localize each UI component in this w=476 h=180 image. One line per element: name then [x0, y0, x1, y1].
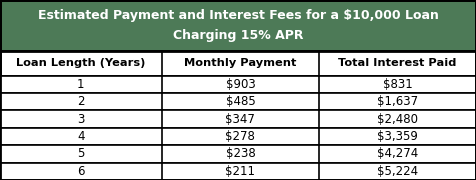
Text: $238: $238	[226, 147, 255, 160]
Text: $278: $278	[226, 130, 255, 143]
Text: $5,224: $5,224	[377, 165, 418, 178]
Text: $485: $485	[226, 95, 255, 108]
Text: $831: $831	[383, 78, 412, 91]
Bar	[0, 128, 476, 145]
Text: $347: $347	[226, 113, 255, 126]
Bar	[0, 51, 476, 76]
Text: Loan Length (Years): Loan Length (Years)	[16, 58, 146, 68]
Text: 3: 3	[77, 113, 85, 126]
Text: $1,637: $1,637	[377, 95, 418, 108]
Text: $4,274: $4,274	[377, 147, 418, 160]
Text: $2,480: $2,480	[377, 113, 418, 126]
Text: 4: 4	[77, 130, 85, 143]
Text: Charging 15% APR: Charging 15% APR	[173, 29, 303, 42]
Text: Monthly Payment: Monthly Payment	[184, 58, 297, 68]
Bar	[0, 145, 476, 163]
Text: Total Interest Paid: Total Interest Paid	[338, 58, 456, 68]
Text: 1: 1	[77, 78, 85, 91]
Bar	[0, 93, 476, 110]
Bar	[0, 76, 476, 93]
Text: $3,359: $3,359	[377, 130, 418, 143]
Text: 5: 5	[77, 147, 85, 160]
Text: Estimated Payment and Interest Fees for a $10,000 Loan: Estimated Payment and Interest Fees for …	[38, 9, 438, 22]
Bar	[0, 163, 476, 180]
Bar	[0, 110, 476, 128]
Text: $903: $903	[226, 78, 255, 91]
Bar	[0, 0, 476, 51]
Text: $211: $211	[225, 165, 256, 178]
Text: 6: 6	[77, 165, 85, 178]
Text: 2: 2	[77, 95, 85, 108]
